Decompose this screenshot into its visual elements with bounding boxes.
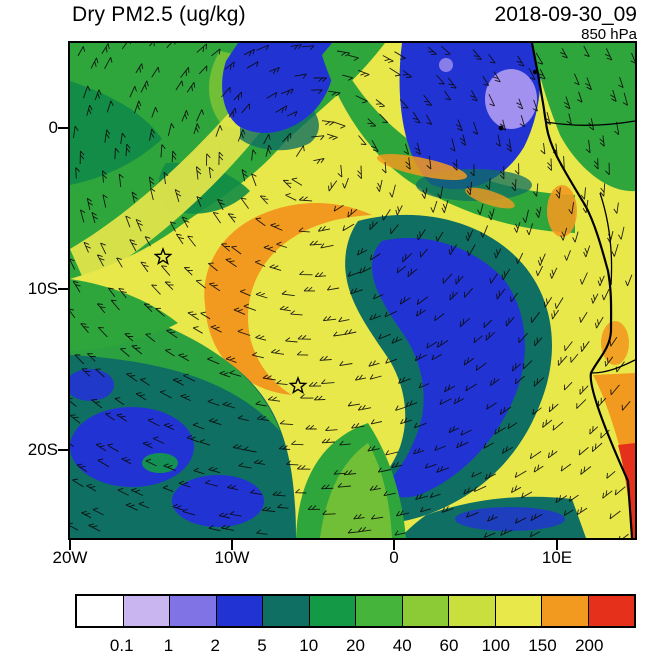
colorbar-tick-label: 1 (163, 636, 174, 655)
colorbar-tick-label: 5 (257, 636, 267, 655)
land-green-congo (532, 43, 635, 192)
country-border (591, 359, 635, 374)
pm25-green-tongue-w (70, 279, 178, 351)
colorbar-tick-label: 200 (575, 636, 604, 655)
colorbar-tick-label: 40 (392, 636, 412, 655)
pm25-blue-patch-sw (70, 407, 194, 487)
pm25-orange-streak (376, 154, 468, 180)
x-axis-tick (556, 540, 558, 550)
pm25-green-speck (142, 453, 178, 473)
colorbar-swatch (216, 596, 263, 626)
pm25-blue-region-top-center (222, 43, 335, 134)
star-marker (288, 376, 308, 395)
land-orange-patch (601, 321, 629, 365)
pm25-purple-speck (439, 58, 453, 72)
pm25-purple-patch (485, 69, 537, 129)
colorbar-tick-label: 20 (346, 636, 365, 655)
coastline (530, 43, 634, 538)
plot-title: Dry PM2.5 (ug/kg) (72, 3, 246, 26)
x-axis-label-0: 0 (389, 548, 399, 567)
y-axis-label-0: 0 (48, 118, 58, 137)
map-frame (68, 41, 637, 540)
colorbar-swatch (495, 596, 542, 626)
colorbar-swatch (542, 596, 589, 626)
land-orange-angola (593, 373, 635, 538)
y-axis-label-10s: 10S (27, 279, 58, 298)
y-axis-tick (58, 449, 68, 451)
pm25-blue-tail-streak (455, 507, 565, 531)
pm25-darkgreen-patch (70, 81, 162, 185)
colorbar-swatch (123, 596, 170, 626)
pm25-orange-crescent (204, 202, 372, 395)
pm25-blue-patch-sw (70, 369, 114, 401)
pm25-orange-streak (465, 187, 515, 209)
star-marker (153, 247, 173, 266)
plot-datetime: 2018-09-30_09 (494, 3, 637, 26)
colorbar-swatch (588, 596, 634, 626)
colorbar (75, 594, 636, 628)
colorbar-tick-label: 150 (528, 636, 557, 655)
x-axis-label-10w: 10W (214, 548, 250, 567)
colorbar-swatch (402, 596, 449, 626)
colorbar-tick-label: 2 (210, 636, 220, 655)
map-plot (70, 43, 635, 538)
pm25-teal-fringe (240, 111, 319, 151)
pm25-yellow-ribbon (70, 87, 282, 285)
pm25-blue-comma-inner (372, 238, 525, 498)
x-axis-tick (393, 540, 395, 550)
colorbar-swatch (77, 596, 124, 626)
island-dot (532, 69, 538, 75)
colorbar-tick-label: 100 (481, 636, 510, 655)
y-axis-tick (58, 288, 68, 290)
colorbar-swatch (170, 596, 217, 626)
wind-barbs-layer (70, 43, 635, 538)
colorbar-labels: 0.1 1 2 5 10 20 40 60 100 150 200 (75, 636, 636, 658)
x-axis-label-20w: 20W (52, 548, 88, 567)
colorbar-tick-label: 10 (299, 636, 319, 655)
country-border (545, 120, 635, 126)
pm25-lightgreen-patch (320, 443, 392, 538)
colorbar-swatch (356, 596, 403, 626)
y-axis-tick (58, 127, 68, 129)
pm25-orange-coastal (547, 185, 577, 237)
colorbar-swatch (309, 596, 356, 626)
x-axis-tick (69, 540, 71, 550)
x-axis-label-10e: 10E (541, 548, 573, 567)
colorbar-tick-label: 0.1 (109, 636, 134, 655)
country-border (599, 192, 613, 286)
pm25-blue-patch-sw (172, 475, 264, 527)
pressure-level-label: 850 hPa (581, 26, 637, 43)
colorbar-swatch (263, 596, 310, 626)
x-axis-tick (231, 540, 233, 550)
y-axis-label-20s: 20S (27, 440, 58, 459)
colorbar-swatch (449, 596, 496, 626)
colorbar-tick-label: 60 (439, 636, 459, 655)
